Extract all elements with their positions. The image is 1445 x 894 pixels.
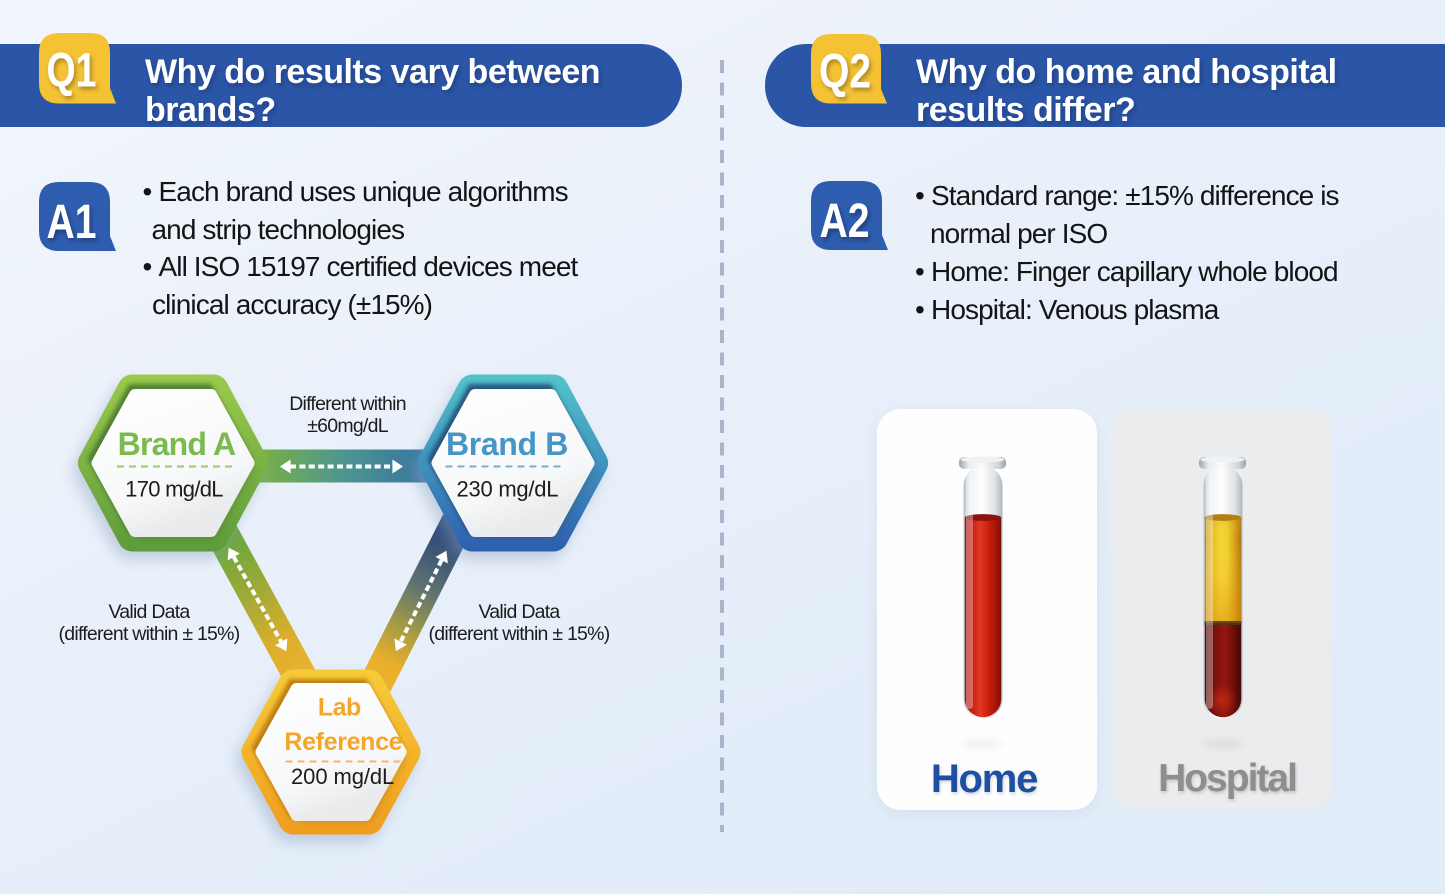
svg-text:A2: A2 (820, 195, 870, 248)
svg-text:230 mg/dL: 230 mg/dL (457, 477, 559, 502)
svg-text:Lab: Lab (318, 694, 361, 722)
svg-text:Q2: Q2 (819, 46, 871, 99)
svg-text:Q1: Q1 (47, 45, 97, 98)
svg-text:Reference: Reference (284, 728, 402, 756)
svg-text:Brand A: Brand A (118, 426, 236, 462)
svg-text:200 mg/dL: 200 mg/dL (291, 764, 394, 789)
svg-text:Brand B: Brand B (446, 426, 568, 462)
svg-text:170 mg/dL: 170 mg/dL (125, 477, 223, 502)
svg-text:A1: A1 (47, 196, 97, 249)
